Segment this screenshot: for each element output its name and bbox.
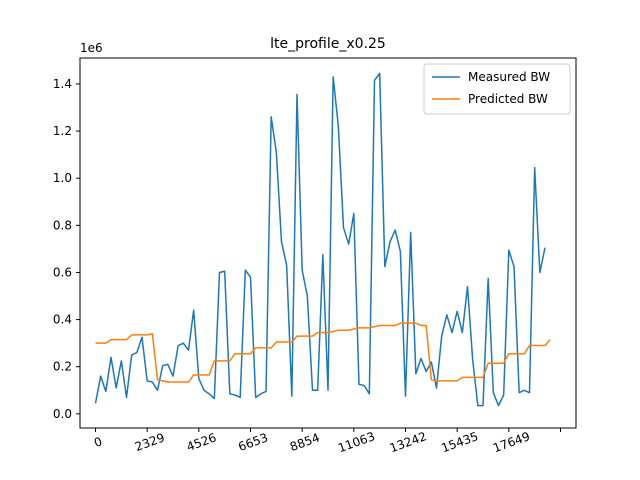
series-line-measured-bw xyxy=(94,72,546,407)
y-tick-label: 0.8 xyxy=(53,218,72,232)
y-tick-label: 0.2 xyxy=(53,360,72,374)
y-tick-label: 1.0 xyxy=(53,171,72,185)
series-layer xyxy=(94,72,551,407)
legend: Measured BW Predicted BW xyxy=(423,63,571,115)
y-tick-label: 0.0 xyxy=(53,407,72,421)
axes-frame xyxy=(79,57,577,429)
y-tick-label: 0.6 xyxy=(53,265,72,279)
y-tick-label: 1.4 xyxy=(53,77,72,91)
y-offset-label: 1e6 xyxy=(80,41,103,55)
chart-title: lte_profile_x0.25 xyxy=(270,36,386,52)
x-tick-label: 0 xyxy=(92,434,104,450)
y-tick-label: 0.4 xyxy=(53,313,72,327)
y-axis: 0.0 0.2 0.4 0.6 0.8 1.0 1.2 1.4 xyxy=(53,77,80,421)
y-tick-label: 1.2 xyxy=(53,124,72,138)
series-line-predicted-bw xyxy=(95,322,551,383)
legend-label: Measured BW xyxy=(468,70,550,84)
legend-box xyxy=(423,63,571,115)
legend-label: Predicted BW xyxy=(468,92,548,106)
